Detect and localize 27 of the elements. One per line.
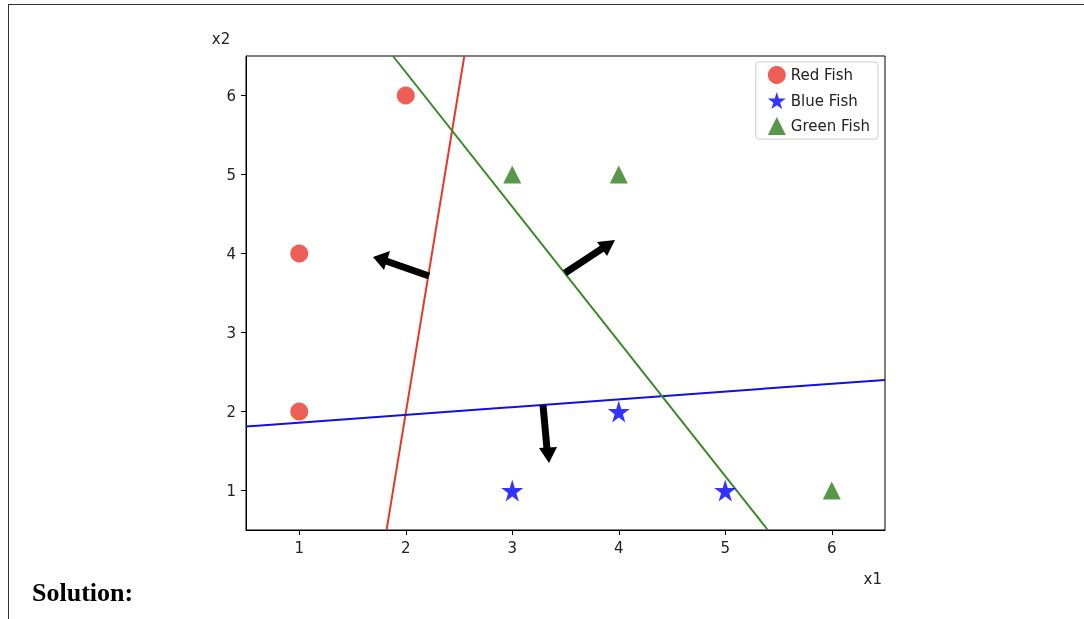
y-tick-label: 6: [226, 86, 236, 105]
x-tick-label: 3: [507, 538, 518, 557]
y-tick-label: 2: [226, 402, 236, 421]
y-tick-label: 1: [226, 481, 236, 500]
y-axis-title: x2: [211, 29, 231, 48]
point: [714, 479, 737, 502]
point: [290, 402, 309, 421]
point: [822, 481, 841, 500]
x-tick-label: 4: [613, 538, 624, 557]
point: [396, 86, 415, 105]
point: [290, 244, 309, 263]
text: Solution:: [32, 577, 134, 607]
y-tick-label: 5: [226, 165, 236, 184]
point: [503, 165, 522, 184]
legend-label: Blue Fish: [790, 91, 858, 110]
x-tick-label: 5: [720, 538, 731, 557]
legend-label: Green Fish: [790, 117, 870, 136]
y-tick-label: 3: [226, 323, 236, 342]
x-tick-label: 1: [294, 538, 305, 557]
x-axis-title: x1: [863, 569, 882, 588]
point: [501, 479, 524, 502]
point: [609, 165, 628, 184]
point: [607, 400, 630, 423]
y-tick-label: 4: [226, 244, 236, 263]
legend-label: Red Fish: [790, 66, 854, 84]
x-tick-label: 2: [400, 538, 411, 557]
x-tick-label: 6: [826, 538, 837, 557]
